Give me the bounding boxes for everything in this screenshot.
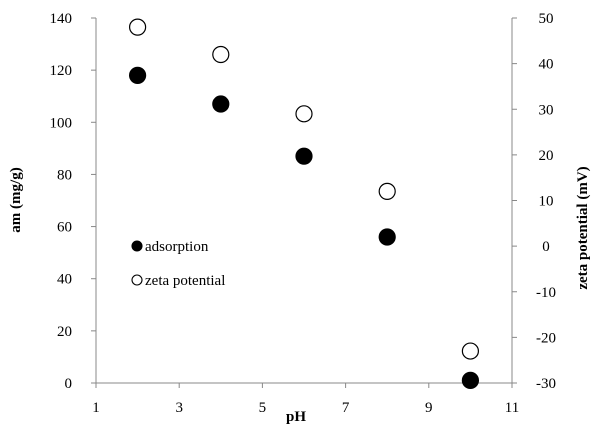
x-axis-title: pH: [286, 409, 306, 425]
x-tick-label: 3: [175, 400, 183, 416]
adsorption-point: [295, 147, 313, 165]
legend: adsorption zeta potential: [131, 239, 225, 289]
adsorption-legend-marker: [131, 240, 143, 252]
y-left-tick-label: 0: [65, 376, 73, 392]
x-tick-label: 1: [92, 400, 100, 416]
y-axis-right-title: zeta potential (mV): [575, 166, 591, 289]
zeta-potential-point: [212, 45, 230, 64]
adsorption-point: [461, 371, 479, 389]
y-right-tick-label: -20: [536, 330, 556, 346]
adsorption-point: [129, 66, 147, 84]
axis-titles: pH am (mg/g) zeta potential (mV): [8, 166, 591, 425]
points-layer: [129, 18, 479, 389]
y-right-tick-label: -10: [536, 285, 556, 301]
zeta-potential-legend-label: zeta potential: [145, 273, 225, 289]
y-right-tick-label: 20: [539, 148, 554, 164]
y-right-tick-label: 30: [539, 102, 554, 118]
adsorption-legend-label: adsorption: [145, 239, 209, 255]
adsorption-point: [212, 95, 230, 113]
y-left-tick-label: 120: [50, 63, 73, 79]
zeta-potential-point: [461, 342, 479, 360]
y-left-tick-label: 60: [57, 220, 72, 236]
zeta-potential-point: [129, 18, 147, 36]
x-tick-label: 9: [425, 400, 433, 416]
x-tick-label: 7: [342, 400, 350, 416]
y-right-tick-label: 0: [542, 239, 550, 255]
y-right-tick-label: -30: [536, 376, 556, 392]
x-tick-label: 5: [259, 400, 267, 416]
y-right-tick-label: 40: [539, 57, 554, 73]
zeta-potential-point: [378, 182, 396, 200]
y-left-tick-label: 140: [50, 11, 73, 27]
ticks-layer: 1 3 5 7 9 11 0 20 40 60 80 100 120 140 -30 -20 -10 0 10 20 3…: [50, 11, 557, 416]
adsorption-point: [378, 228, 396, 246]
y-left-tick-label: 100: [50, 115, 73, 131]
y-left-tick-label: 20: [57, 324, 72, 340]
y-left-tick-label: 40: [57, 272, 72, 288]
y-axis-left-title: am (mg/g): [8, 167, 24, 232]
y-right-tick-label: 10: [539, 194, 554, 210]
x-tick-label: 11: [505, 400, 519, 416]
y-right-tick-label: 50: [539, 11, 554, 27]
axes-layer: [95, 18, 513, 384]
zeta-potential-legend-marker: [131, 274, 143, 286]
zeta-potential-point: [295, 105, 313, 123]
y-left-tick-label: 80: [57, 167, 72, 183]
